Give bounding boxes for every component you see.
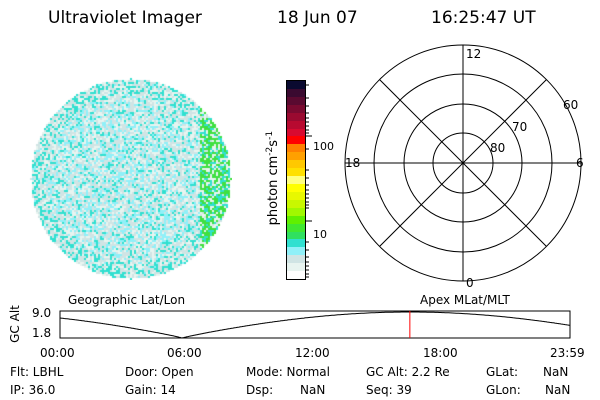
ip-info: IP: 36.0 bbox=[10, 383, 56, 397]
ytick-9: 9.0 bbox=[32, 306, 52, 320]
colorbar-segment bbox=[287, 112, 305, 121]
ytick-1.8: 1.8 bbox=[32, 326, 52, 340]
door-info: Door: Open bbox=[125, 365, 194, 379]
lat-label-80: 80 bbox=[490, 141, 506, 155]
colorbar-segment bbox=[287, 255, 305, 264]
glat-value: NaN bbox=[543, 365, 569, 379]
colorbar-segment bbox=[287, 104, 305, 113]
colorbar-segment bbox=[287, 81, 305, 89]
glon-value: NaN bbox=[545, 383, 571, 397]
xtick-24: 23:59 bbox=[550, 346, 585, 360]
mlt-label-6: 6 bbox=[576, 156, 584, 170]
colorbar-segment bbox=[287, 144, 305, 153]
colorbar-segment bbox=[287, 239, 305, 248]
colorbar bbox=[286, 80, 306, 280]
instrument-title: Ultraviolet Imager bbox=[48, 8, 202, 28]
glon-label: GLon: bbox=[486, 383, 521, 397]
filter-info: Flt: LBHL bbox=[10, 365, 64, 379]
polar-grid bbox=[344, 44, 582, 282]
colorbar-segment bbox=[287, 88, 305, 97]
colorbar-segment bbox=[287, 160, 305, 169]
colorbar-segment bbox=[287, 199, 305, 208]
colorbar-segment bbox=[287, 96, 305, 105]
colorbar-segment bbox=[287, 120, 305, 129]
lat-label-60: 60 bbox=[563, 98, 579, 112]
mode-info: Mode: Normal bbox=[246, 365, 330, 379]
colorbar-segment bbox=[287, 207, 305, 216]
apex-title: Apex MLat/MLT bbox=[420, 293, 510, 307]
mlt-label-12: 12 bbox=[466, 47, 482, 61]
date-label: 18 Jun 07 bbox=[277, 8, 358, 28]
mlt-label-0: 0 bbox=[466, 276, 474, 290]
altitude-curve bbox=[59, 311, 571, 339]
colorbar-segment bbox=[287, 191, 305, 200]
colorbar-segment bbox=[287, 223, 305, 232]
colorbar-ticks bbox=[305, 84, 312, 278]
colorbar-tick-10: 10 bbox=[313, 228, 327, 241]
xtick-12: 12:00 bbox=[295, 346, 330, 360]
mlt-label-18: 18 bbox=[345, 156, 361, 170]
seq-info: Seq: 39 bbox=[366, 383, 412, 397]
altitude-plot bbox=[59, 310, 571, 339]
gc-alt-info: GC Alt: 2.2 Re bbox=[366, 365, 450, 379]
auroral-image bbox=[28, 76, 232, 280]
xtick-0: 00:00 bbox=[40, 346, 75, 360]
glat-label: GLat: bbox=[486, 365, 519, 379]
time-label: 16:25:47 UT bbox=[431, 8, 536, 28]
xtick-18: 18:00 bbox=[423, 346, 458, 360]
colorbar-segment bbox=[287, 231, 305, 240]
colorbar-segment bbox=[287, 168, 305, 177]
colorbar-segment bbox=[287, 152, 305, 161]
colorbar-segment bbox=[287, 183, 305, 192]
colorbar-segment bbox=[287, 136, 305, 145]
colorbar-segment bbox=[287, 215, 305, 224]
colorbar-segment bbox=[287, 176, 305, 184]
colorbar-label: photon cm-2s-1 bbox=[264, 130, 282, 226]
colorbar-segment bbox=[287, 271, 305, 280]
lat-label-70: 70 bbox=[512, 120, 528, 134]
colorbar-segment bbox=[287, 247, 305, 256]
colorbar-segment bbox=[287, 263, 305, 272]
geographic-title: Geographic Lat/Lon bbox=[68, 293, 186, 307]
gain-info: Gain: 14 bbox=[125, 383, 176, 397]
colorbar-segment bbox=[287, 128, 305, 137]
dsp-value: NaN bbox=[300, 383, 326, 397]
colorbar-tick-100: 100 bbox=[313, 140, 334, 153]
dsp-label: Dsp: bbox=[246, 383, 274, 397]
xtick-6: 06:00 bbox=[167, 346, 202, 360]
